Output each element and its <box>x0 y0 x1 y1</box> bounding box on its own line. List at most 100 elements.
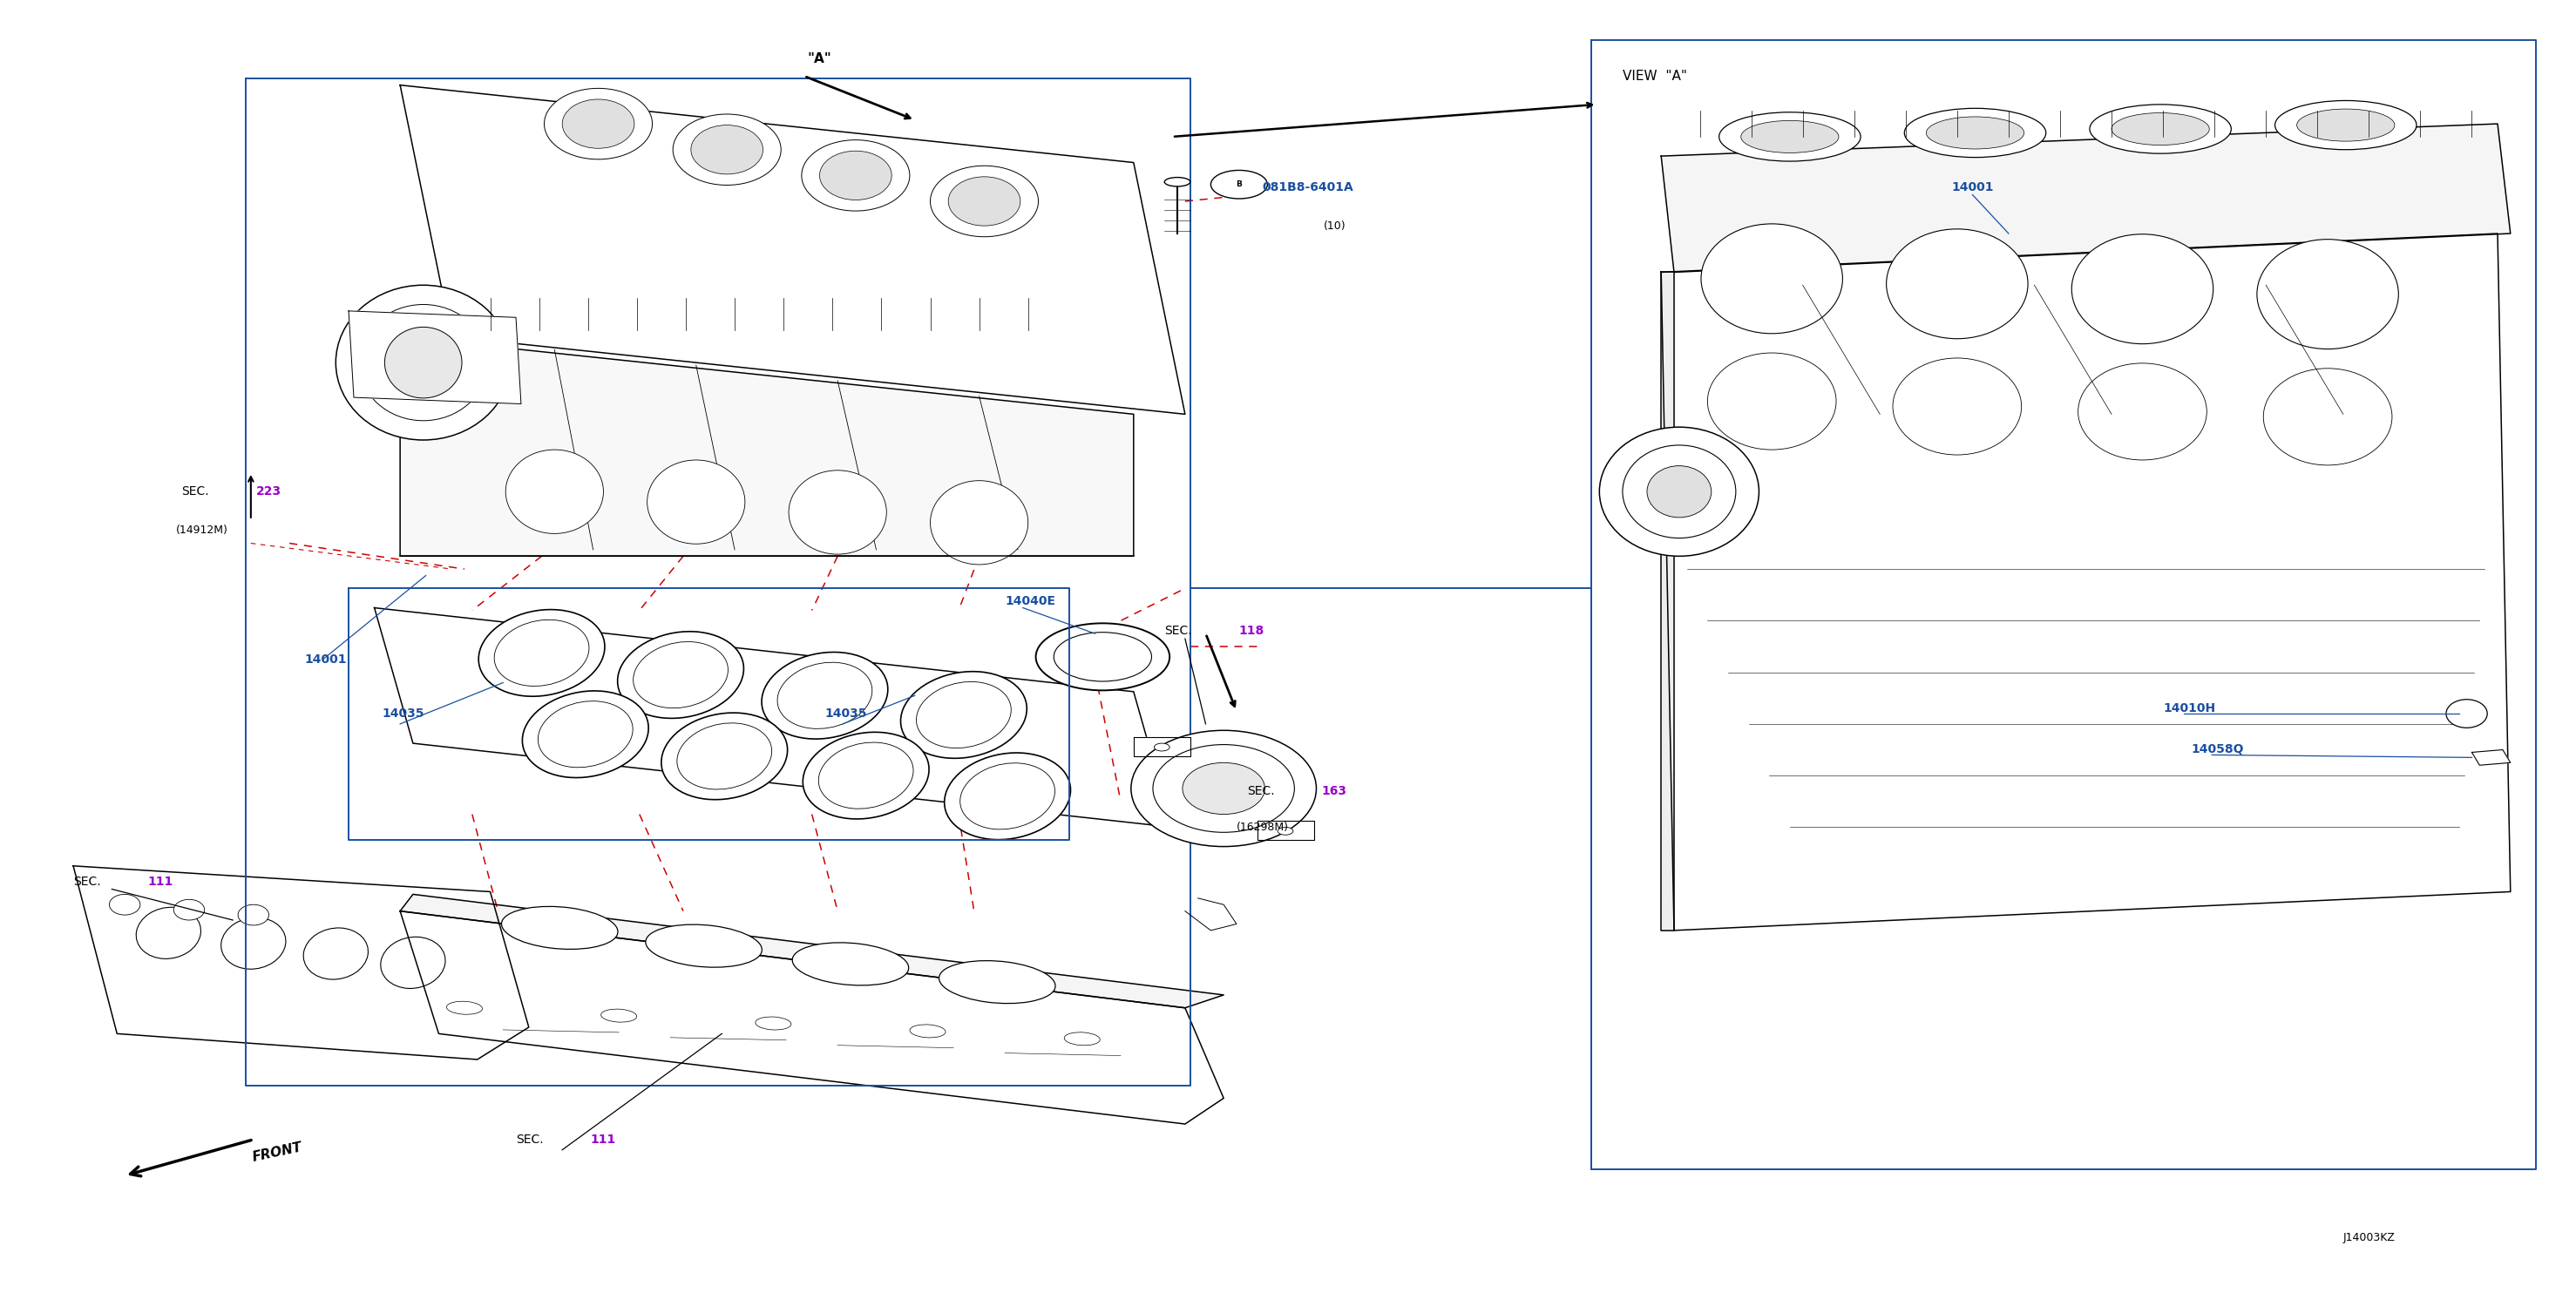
Ellipse shape <box>948 177 1020 226</box>
Text: B: B <box>1236 181 1242 189</box>
Text: SEC.: SEC. <box>1164 625 1193 637</box>
Ellipse shape <box>495 619 590 687</box>
Text: 14058Q: 14058Q <box>2192 743 2244 756</box>
Ellipse shape <box>523 690 649 777</box>
Ellipse shape <box>1278 828 1293 835</box>
Ellipse shape <box>1623 445 1736 538</box>
Ellipse shape <box>335 286 510 440</box>
Ellipse shape <box>502 906 618 949</box>
Ellipse shape <box>801 140 909 211</box>
Text: 118: 118 <box>1239 625 1265 637</box>
Polygon shape <box>72 866 528 1059</box>
Ellipse shape <box>1131 731 1316 847</box>
Ellipse shape <box>2257 239 2398 349</box>
Ellipse shape <box>647 460 744 544</box>
Circle shape <box>1211 171 1267 199</box>
Ellipse shape <box>788 471 886 555</box>
Ellipse shape <box>1927 116 2025 149</box>
Text: 14035: 14035 <box>381 707 425 720</box>
Polygon shape <box>1662 273 1674 931</box>
Polygon shape <box>2473 750 2512 765</box>
Ellipse shape <box>384 327 461 398</box>
Ellipse shape <box>647 924 762 967</box>
Ellipse shape <box>793 943 909 985</box>
Text: SEC.: SEC. <box>515 1134 544 1146</box>
Polygon shape <box>399 912 1224 1124</box>
Text: VIEW  "A": VIEW "A" <box>1623 70 1687 83</box>
Ellipse shape <box>662 712 788 799</box>
Ellipse shape <box>108 895 139 915</box>
Text: 14035: 14035 <box>824 707 868 720</box>
Text: "A": "A" <box>806 53 832 66</box>
Ellipse shape <box>902 671 1028 758</box>
Ellipse shape <box>1718 112 1860 162</box>
Polygon shape <box>399 336 1133 556</box>
Ellipse shape <box>2112 112 2210 145</box>
Ellipse shape <box>1064 1032 1100 1045</box>
Ellipse shape <box>755 1016 791 1031</box>
Ellipse shape <box>173 900 204 921</box>
Ellipse shape <box>562 100 634 149</box>
Ellipse shape <box>2298 109 2396 141</box>
Polygon shape <box>1662 124 2512 273</box>
Ellipse shape <box>945 753 1072 839</box>
Polygon shape <box>1257 821 1314 840</box>
Ellipse shape <box>1600 427 1759 556</box>
Ellipse shape <box>762 652 889 738</box>
Ellipse shape <box>304 928 368 979</box>
Ellipse shape <box>1154 745 1293 833</box>
Ellipse shape <box>672 114 781 185</box>
Ellipse shape <box>819 742 914 808</box>
Ellipse shape <box>505 450 603 534</box>
Ellipse shape <box>909 1024 945 1038</box>
Ellipse shape <box>690 125 762 175</box>
Ellipse shape <box>446 1001 482 1015</box>
Text: 14001: 14001 <box>1953 181 1994 193</box>
Text: (10): (10) <box>1324 220 1347 231</box>
Text: 163: 163 <box>1321 785 1347 798</box>
Ellipse shape <box>1708 353 1837 450</box>
Ellipse shape <box>544 88 652 159</box>
Text: SEC.: SEC. <box>180 486 209 498</box>
Ellipse shape <box>1893 358 2022 455</box>
Ellipse shape <box>1054 632 1151 681</box>
Ellipse shape <box>600 1009 636 1023</box>
Text: 14010H: 14010H <box>2164 702 2215 715</box>
Ellipse shape <box>1904 109 2045 158</box>
Ellipse shape <box>634 641 729 709</box>
Text: 111: 111 <box>147 875 173 887</box>
Ellipse shape <box>930 481 1028 565</box>
Text: FRONT: FRONT <box>250 1140 304 1164</box>
Ellipse shape <box>1036 623 1170 690</box>
Ellipse shape <box>940 961 1056 1003</box>
Ellipse shape <box>479 609 605 697</box>
Ellipse shape <box>1182 763 1265 815</box>
Ellipse shape <box>237 905 268 926</box>
Ellipse shape <box>2275 101 2416 150</box>
Ellipse shape <box>1154 743 1170 751</box>
Ellipse shape <box>819 151 891 200</box>
Polygon shape <box>1662 234 2512 931</box>
Text: (14912M): (14912M) <box>175 525 229 537</box>
Ellipse shape <box>2079 363 2208 460</box>
Ellipse shape <box>2447 700 2488 728</box>
Text: J14003KZ: J14003KZ <box>2344 1232 2396 1244</box>
Polygon shape <box>374 608 1172 828</box>
Ellipse shape <box>1700 224 1842 334</box>
Text: 081B8-6401A: 081B8-6401A <box>1262 181 1352 193</box>
Ellipse shape <box>538 701 634 768</box>
Ellipse shape <box>2071 234 2213 344</box>
Ellipse shape <box>1646 465 1710 517</box>
Text: 14040E: 14040E <box>1005 595 1056 608</box>
Ellipse shape <box>358 304 487 420</box>
Text: 223: 223 <box>255 486 281 498</box>
Polygon shape <box>399 895 1224 1007</box>
Ellipse shape <box>677 723 773 789</box>
Text: (16298M): (16298M) <box>1236 821 1288 833</box>
Ellipse shape <box>778 662 873 729</box>
Ellipse shape <box>1741 120 1839 153</box>
Ellipse shape <box>2089 105 2231 154</box>
Text: SEC.: SEC. <box>1247 785 1275 798</box>
Polygon shape <box>399 85 1185 414</box>
Polygon shape <box>348 310 520 403</box>
